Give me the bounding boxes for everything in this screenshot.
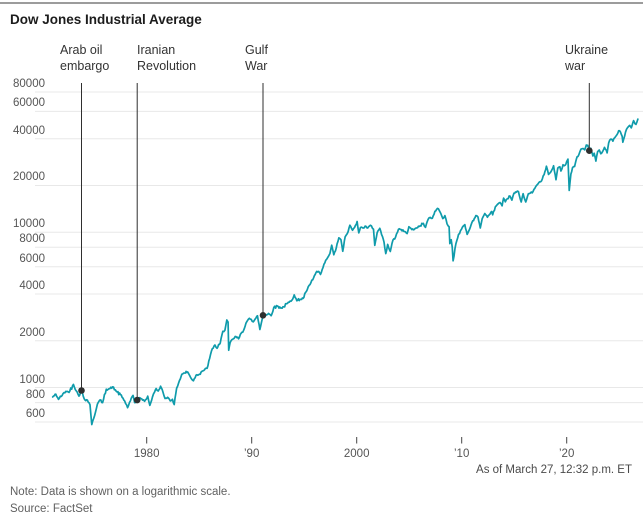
annotation-label-line: war	[565, 59, 586, 73]
y-axis-label: 40000	[13, 124, 45, 137]
annotation-label-ukraine-war: Ukraine war	[565, 42, 608, 74]
annotation-dot-ukraine-war	[586, 147, 593, 154]
y-axis-label: 8000	[19, 233, 45, 246]
y-axis-label: 20000	[13, 171, 45, 184]
y-axis-label: 10000	[13, 218, 45, 231]
y-axis-label: 1000	[19, 373, 45, 386]
y-axis-label: 4000	[19, 280, 45, 293]
annotation-label-line: embargo	[60, 59, 110, 73]
top-rule	[0, 2, 643, 4]
annotation-label-arab-oil-embargo: Arab oil embargo	[60, 42, 109, 74]
y-axis-label: 600	[25, 408, 45, 420]
y-axis-label: 80000	[13, 77, 45, 90]
annotation-label-line: Iranian	[137, 43, 176, 57]
annotation-label-iranian-revolution: Iranian Revolution	[137, 42, 196, 74]
y-axis-label: 60000	[13, 97, 45, 110]
y-axis-label: 2000	[19, 326, 45, 339]
annotation-dot-gulf-war	[259, 312, 267, 319]
annotation-dot-arab-oil-embargo	[78, 387, 85, 394]
annotation-label-line: Revolution	[137, 59, 197, 73]
x-axis-label: 2000	[343, 448, 370, 460]
x-axis-label: ’10	[454, 448, 470, 460]
y-axis-label: 800	[25, 388, 45, 401]
annotation-dot-iranian-revolution	[133, 396, 141, 404]
annotation-label-line: War	[245, 59, 268, 73]
chart-title: Dow Jones Industrial Average	[10, 12, 202, 27]
annotation-label-line: Gulf	[245, 43, 268, 57]
x-axis-label: 1980	[133, 448, 160, 460]
djia-price-line	[51, 118, 639, 426]
note-text: Note: Data is shown on a logarithmic sca…	[10, 486, 231, 498]
annotation-label-line: Ukraine	[565, 43, 609, 57]
annotation-label-gulf-war: Gulf War	[245, 42, 268, 74]
annotation-label-line: Arab oil	[60, 43, 103, 57]
source-text: Source: FactSet	[10, 503, 93, 515]
x-axis-label: ’90	[244, 448, 260, 460]
x-axis-label: ’20	[559, 448, 575, 460]
as-of-text: As of March 27, 12:32 p.m. ET	[476, 464, 632, 476]
y-axis-label: 6000	[19, 252, 45, 265]
